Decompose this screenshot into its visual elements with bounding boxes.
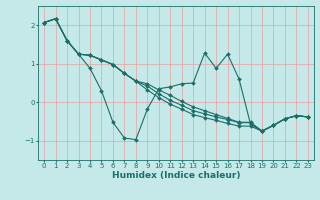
X-axis label: Humidex (Indice chaleur): Humidex (Indice chaleur) <box>112 171 240 180</box>
